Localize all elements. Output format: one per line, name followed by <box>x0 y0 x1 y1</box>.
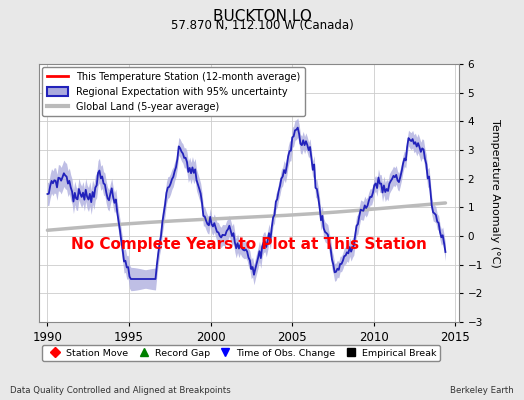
Y-axis label: Temperature Anomaly (°C): Temperature Anomaly (°C) <box>489 119 499 267</box>
Text: BUCKTON LO: BUCKTON LO <box>213 9 311 24</box>
Text: No Complete Years to Plot at This Station: No Complete Years to Plot at This Statio… <box>71 237 427 252</box>
Text: Berkeley Earth: Berkeley Earth <box>450 386 514 395</box>
Text: 57.870 N, 112.100 W (Canada): 57.870 N, 112.100 W (Canada) <box>171 19 353 32</box>
Legend: This Temperature Station (12-month average), Regional Expectation with 95% uncer: This Temperature Station (12-month avera… <box>42 67 305 116</box>
Text: Data Quality Controlled and Aligned at Breakpoints: Data Quality Controlled and Aligned at B… <box>10 386 231 395</box>
Legend: Station Move, Record Gap, Time of Obs. Change, Empirical Break: Station Move, Record Gap, Time of Obs. C… <box>42 345 440 361</box>
